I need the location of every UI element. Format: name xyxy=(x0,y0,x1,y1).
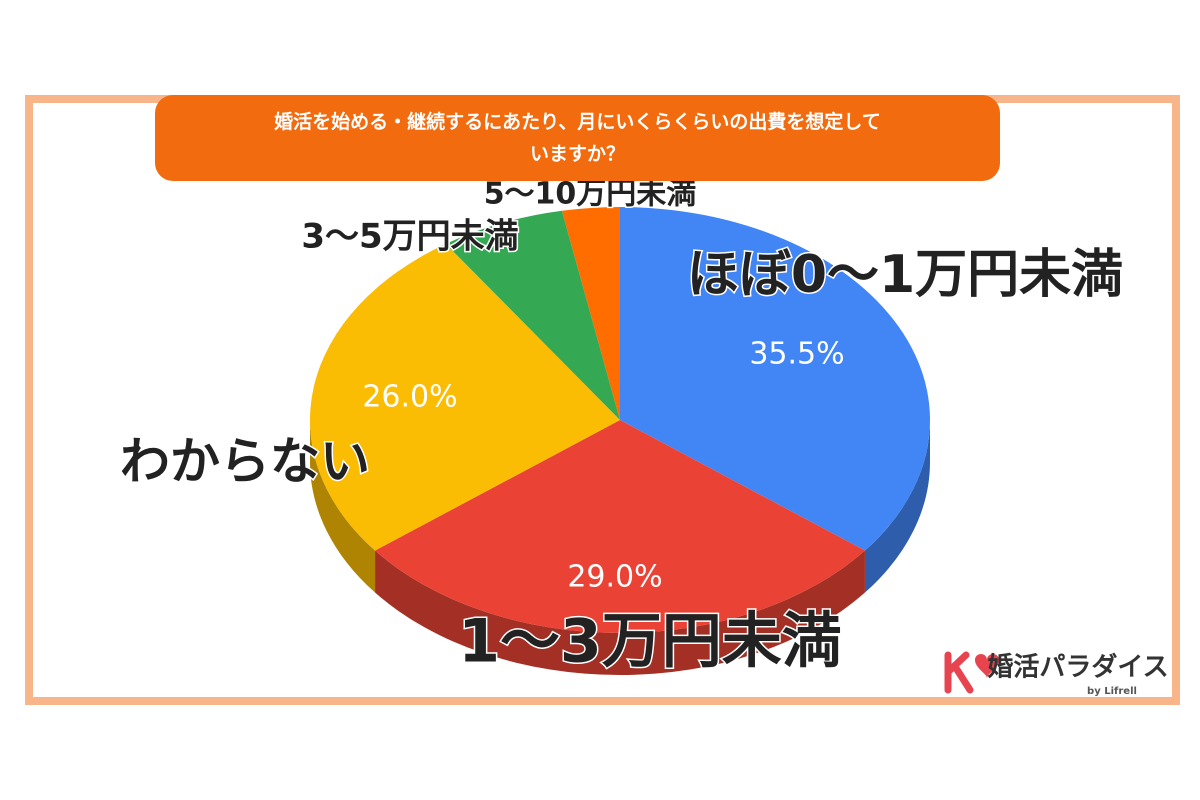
slice-side xyxy=(864,420,930,593)
pie-sides xyxy=(310,420,930,675)
slice xyxy=(445,210,620,420)
category-label: 3〜5万円未満 xyxy=(301,217,518,257)
logo-icon xyxy=(944,651,974,694)
logo-name: 婚活パラダイス xyxy=(987,652,1168,683)
category-label: わからない xyxy=(120,433,370,491)
slice xyxy=(561,207,620,420)
logo: 婚活パラダイス by Lifrell xyxy=(944,651,1169,697)
chart-title: 婚活を始める・継続するにあたり、月にいくらくらいの出費を想定していますか？ xyxy=(155,95,1000,181)
slice-side xyxy=(310,420,376,593)
slice xyxy=(375,420,865,633)
category-label: 5〜10万円未満 xyxy=(484,177,697,212)
category-label: ほぼ0〜1万円未満 xyxy=(687,245,1123,305)
logo-by: by Lifrell xyxy=(1087,686,1137,697)
pie-tops xyxy=(309,207,930,633)
logo-heart xyxy=(975,654,999,678)
value-label: 26.0% xyxy=(362,380,457,415)
slice xyxy=(620,207,930,551)
value-label: 29.0% xyxy=(567,560,662,595)
slice-side xyxy=(375,550,865,675)
category-label: 1〜3万円未満 xyxy=(458,607,842,677)
slice xyxy=(309,243,620,551)
value-label: 35.5% xyxy=(749,337,844,372)
labels: 35.5% ほぼ0〜1万円未満 29.0% 1〜3万円未満 26.0% わからない 3〜5万… xyxy=(119,175,1125,678)
